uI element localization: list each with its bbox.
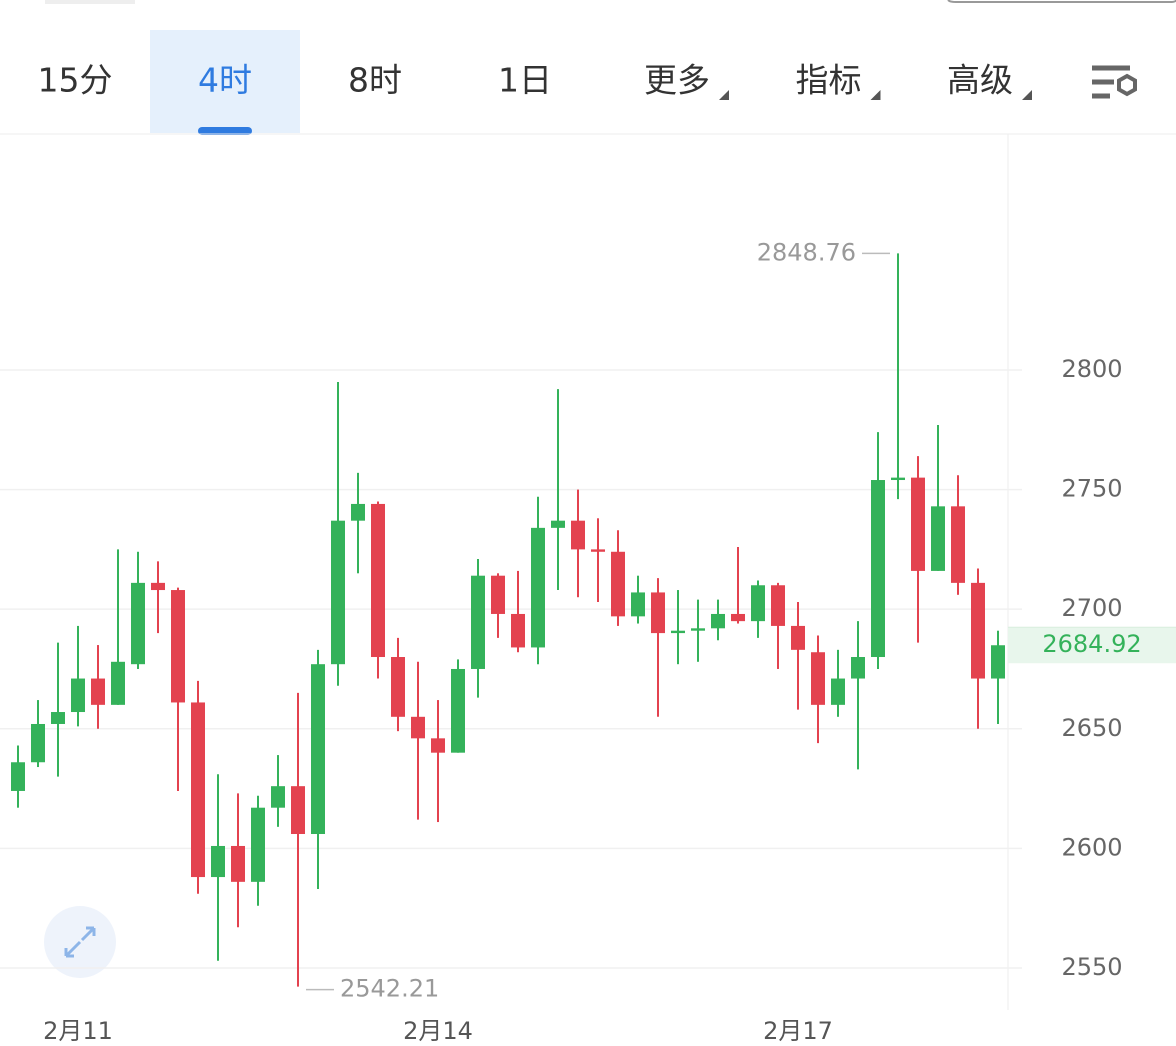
menu-arrow (719, 90, 729, 100)
x-tick-label: 2月17 (763, 1017, 833, 1045)
candle-body (831, 678, 845, 705)
candle-body (591, 549, 605, 552)
candle-body (611, 551, 625, 617)
candle-body (911, 477, 925, 571)
menu[interactable]: 高级 (947, 61, 1013, 100)
y-tick-label: 2750 (1061, 475, 1122, 503)
candle-body (751, 585, 765, 622)
candle-body (671, 630, 685, 634)
candle-body (151, 582, 165, 591)
tab[interactable]: 4时 (198, 61, 252, 100)
candle-body (191, 702, 205, 878)
candle-body (251, 807, 265, 882)
candle-body (811, 652, 825, 705)
candle-body (451, 668, 465, 753)
selected-tab-bg (150, 30, 300, 133)
candle-body (411, 716, 425, 739)
candle-body (791, 625, 805, 650)
candle-body (351, 503, 365, 521)
candle-body (71, 678, 85, 713)
candle-body (91, 678, 105, 705)
current-price: 2684.92 (1042, 630, 1141, 658)
candle-body (851, 657, 865, 679)
candle-body (111, 661, 125, 705)
candle-body (31, 723, 45, 763)
max-label: 2848.76 (757, 238, 856, 266)
menu-arrow (1022, 90, 1032, 100)
candle-body (871, 480, 885, 658)
top-fragment (45, 0, 135, 4)
candle-body (51, 712, 65, 724)
y-tick-label: 2650 (1061, 714, 1122, 742)
selected-indicator (198, 127, 252, 135)
candle-body (531, 527, 545, 648)
y-tick-label: 2600 (1061, 833, 1122, 861)
y-tick-label: 2550 (1061, 953, 1122, 981)
candle-body (491, 575, 505, 614)
menu[interactable]: 指标 (796, 61, 862, 100)
y-tick-label: 2800 (1061, 355, 1122, 383)
candle-body (951, 506, 965, 583)
candle-body (271, 786, 285, 808)
candle-body (291, 786, 305, 835)
expand-button[interactable] (44, 906, 116, 978)
candle-body (651, 592, 665, 634)
candle-body (891, 477, 905, 481)
y-tick-label: 2700 (1061, 594, 1122, 622)
candle-body (431, 738, 445, 753)
candle-body (391, 657, 405, 717)
top-fragment (947, 0, 1176, 3)
candle-body (311, 664, 325, 835)
settings-icon[interactable] (1092, 65, 1137, 99)
candle-body (131, 582, 145, 665)
candle-body (571, 520, 585, 550)
x-tick-label: 2月11 (43, 1017, 113, 1045)
candle-body (991, 645, 1005, 679)
candle-body (511, 613, 525, 648)
min-label: 2542.21 (340, 975, 439, 1003)
candle-body (171, 590, 185, 703)
tab[interactable]: 8时 (348, 61, 402, 100)
candle-body (371, 503, 385, 658)
price-band (1008, 627, 1176, 664)
tab[interactable]: 1日 (498, 61, 552, 100)
candle-body (771, 585, 785, 626)
menu[interactable]: 更多 (644, 61, 710, 100)
candle-body (11, 762, 25, 791)
candle-body (331, 520, 345, 665)
tab[interactable]: 15分 (38, 61, 113, 100)
candle-body (631, 592, 645, 617)
candle-body (731, 613, 745, 622)
candle-body (211, 845, 225, 878)
candle-body (971, 582, 985, 679)
menu-arrow (870, 90, 881, 100)
x-tick-label: 2月14 (403, 1017, 473, 1045)
candle-body (691, 628, 705, 631)
candle-body (711, 613, 725, 629)
candle-body (931, 506, 945, 571)
candle-body (231, 845, 245, 882)
candle-body (471, 575, 485, 669)
candle-body (551, 520, 565, 528)
